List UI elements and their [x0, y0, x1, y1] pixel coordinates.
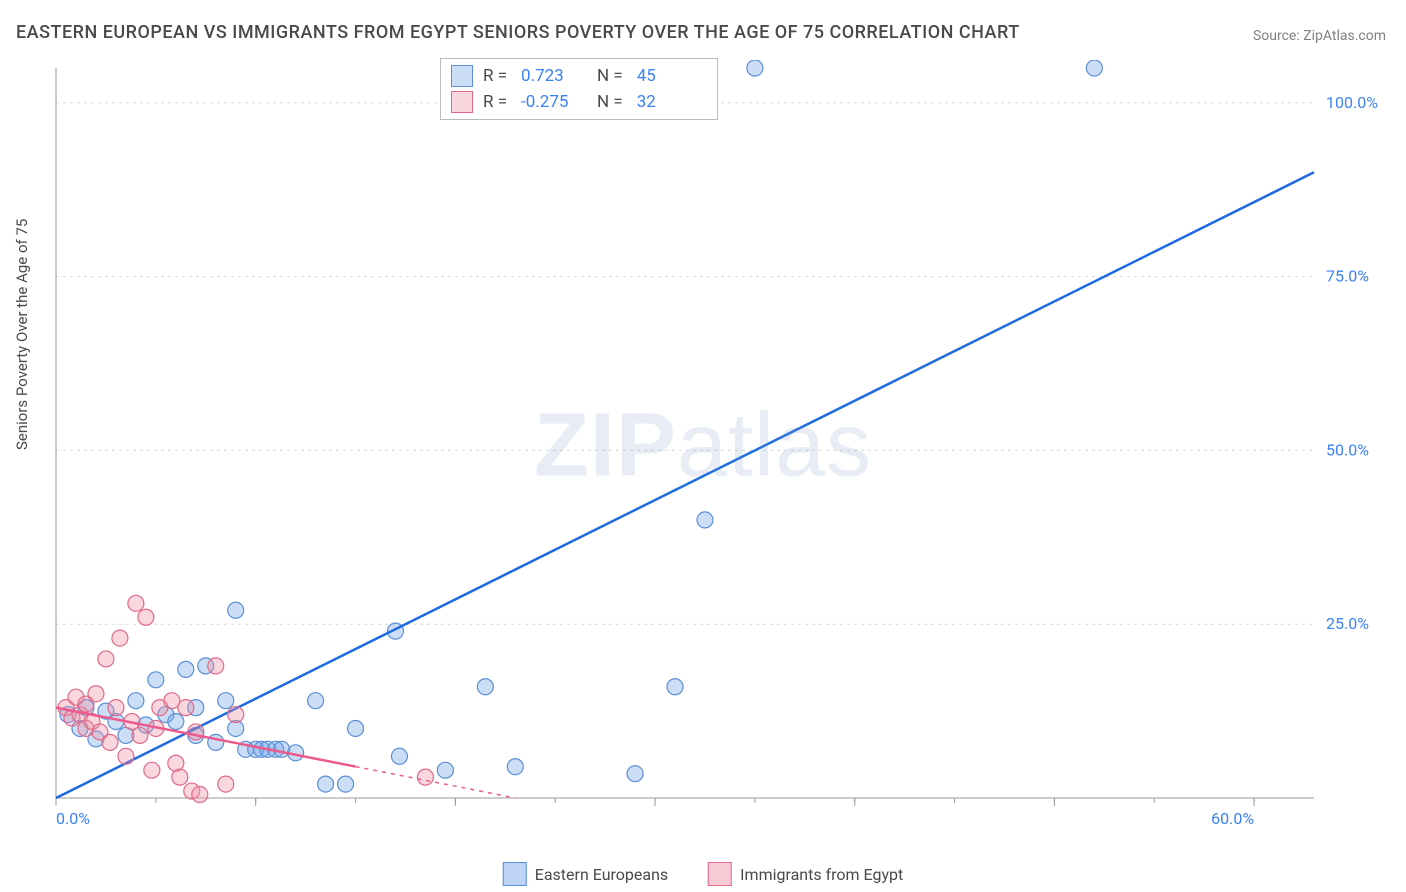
source-attribution: Source: ZipAtlas.com — [1253, 28, 1386, 44]
stats-swatch — [451, 91, 473, 113]
x-tick-label: 0.0% — [56, 809, 90, 828]
x-tick-label: 60.0% — [1211, 809, 1254, 828]
legend-label: Immigrants from Egypt — [740, 865, 903, 884]
legend-label: Eastern Europeans — [535, 865, 668, 884]
legend-item: Immigrants from Egypt — [708, 862, 903, 886]
stats-r-value: -0.275 — [521, 89, 587, 115]
stats-n-value: 32 — [637, 89, 703, 115]
y-tick-label: 50.0% — [1326, 440, 1369, 459]
legend-swatch — [503, 862, 527, 886]
stats-n-label: N = — [597, 89, 623, 115]
stats-r-label: R = — [483, 63, 507, 89]
y-tick-label: 25.0% — [1326, 614, 1369, 633]
stats-n-value: 45 — [637, 63, 703, 89]
y-tick-label: 100.0% — [1326, 93, 1378, 112]
stats-row: R = -0.275 N = 32 — [451, 89, 703, 115]
y-axis-label: Seniors Poverty Over the Age of 75 — [13, 219, 31, 450]
legend-item: Eastern Europeans — [503, 862, 668, 886]
stats-row: R = 0.723 N = 45 — [451, 63, 703, 89]
y-tick-label: 75.0% — [1326, 267, 1369, 286]
stats-r-label: R = — [483, 89, 507, 115]
stats-r-value: 0.723 — [521, 63, 587, 89]
correlation-stats-box: R = 0.723 N = 45 R = -0.275 N = 32 — [440, 58, 718, 120]
legend-swatch — [708, 862, 732, 886]
legend: Eastern Europeans Immigrants from Egypt — [503, 862, 904, 886]
stats-n-label: N = — [597, 63, 623, 89]
chart-title: EASTERN EUROPEAN VS IMMIGRANTS FROM EGYP… — [16, 22, 1020, 43]
stats-swatch — [451, 65, 473, 87]
chart-plot-area: 25.0% 50.0% 75.0% 100.0% 0.0% 60.0% — [50, 60, 1390, 840]
source-link[interactable]: ZipAtlas.com — [1303, 28, 1386, 44]
source-prefix: Source: — [1253, 28, 1303, 44]
